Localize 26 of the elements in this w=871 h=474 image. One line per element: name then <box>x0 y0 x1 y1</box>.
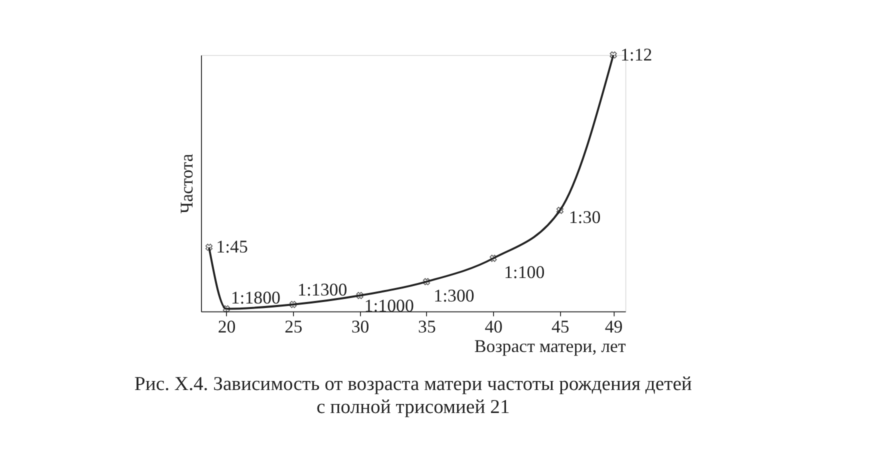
annotation: 1:300 <box>434 285 474 306</box>
annotation: 1:12 <box>620 44 652 64</box>
x-tick-label: 20 <box>218 316 236 336</box>
annotation: 1:1800 <box>230 287 280 308</box>
x-tick-label: 35 <box>418 316 436 336</box>
y-axis-title: Частота <box>176 154 197 214</box>
annotation: 1:1000 <box>364 296 414 316</box>
x-tick-label: 25 <box>284 316 303 336</box>
point <box>556 206 564 214</box>
point <box>356 292 364 300</box>
annotation: 1:45 <box>216 236 248 257</box>
x-tick-label: 40 <box>484 316 503 336</box>
text: Рис. X.4. Зависимость от возраста матери частоты рождения детей с полной трисомией 21 <box>134 373 692 418</box>
point <box>422 278 430 286</box>
point <box>222 305 230 312</box>
x-tick-label: 30 <box>351 316 370 336</box>
point <box>610 51 617 59</box>
annotation: 1:30 <box>568 206 601 227</box>
x-tick-label: 45 <box>551 316 570 336</box>
x-axis-title: Возраст матери, лет <box>474 336 626 356</box>
point <box>490 254 497 262</box>
point <box>205 244 213 251</box>
annotation: 1:100 <box>504 262 545 282</box>
x-tick-label: 49 <box>604 316 623 336</box>
point <box>289 300 297 308</box>
annotation: 1:1300 <box>298 280 348 300</box>
